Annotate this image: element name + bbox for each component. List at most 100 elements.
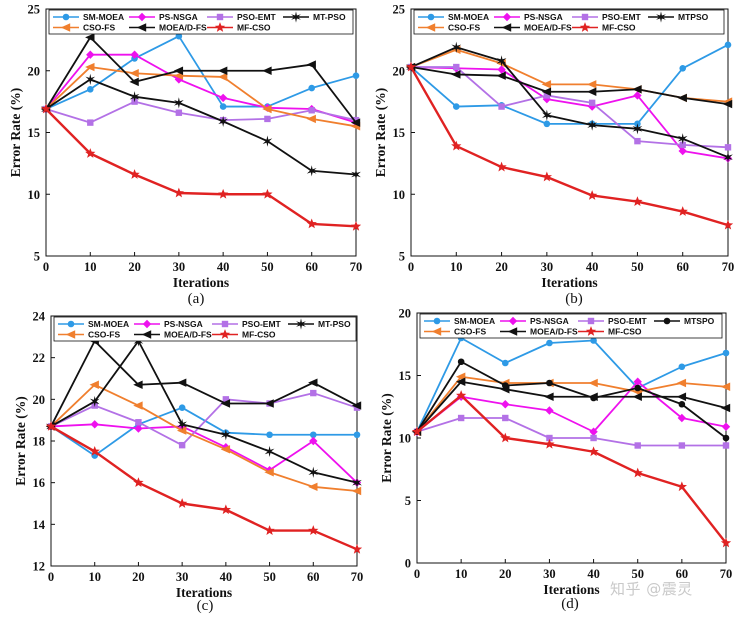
legend-label: PSO-EMT bbox=[608, 316, 648, 326]
y-tick-label: 12 bbox=[33, 560, 46, 574]
legend-entry-cso-fs: CSO-FS bbox=[58, 330, 120, 340]
series-line bbox=[416, 394, 727, 544]
legend-entry-cso-fs: CSO-FS bbox=[53, 23, 115, 33]
series-mf-cso bbox=[40, 103, 362, 231]
legend-swatch-marker bbox=[219, 329, 231, 339]
y-tick-label: 15 bbox=[393, 126, 406, 140]
legend-label: MT-PSO bbox=[313, 12, 346, 22]
data-point bbox=[500, 432, 511, 443]
legend-swatch-marker bbox=[585, 326, 597, 336]
data-point bbox=[178, 441, 186, 449]
legend-label: PS-NSGA bbox=[524, 12, 563, 22]
data-point bbox=[498, 103, 505, 110]
panel-caption: (d) bbox=[561, 596, 579, 612]
data-point bbox=[306, 165, 317, 177]
data-point bbox=[217, 66, 228, 75]
legend-label: MOEA/D-FS bbox=[530, 327, 578, 337]
legend: SM-MOEA PS-NSGA PSO-EMT MTPSO CSO-FS MOEA/D-F… bbox=[413, 9, 725, 35]
data-point bbox=[264, 525, 275, 535]
y-axis-label: Error Rate (%) bbox=[8, 88, 23, 177]
legend-entry-pso-emt: PSO-EMT bbox=[578, 316, 648, 326]
legend: SM-MOEA PS-NSGA PSO-EMT MT-PSO CSO-FS MOEA/D-… bbox=[48, 9, 354, 35]
legend-swatch-marker bbox=[62, 13, 70, 21]
data-point bbox=[310, 389, 317, 397]
series-line bbox=[45, 108, 357, 228]
data-point bbox=[174, 97, 184, 109]
x-tick-label: 0 bbox=[43, 260, 49, 274]
data-point bbox=[589, 427, 598, 436]
x-tick-label: 40 bbox=[586, 260, 599, 274]
data-point bbox=[541, 80, 552, 89]
data-point bbox=[218, 115, 228, 127]
legend-swatch-marker bbox=[431, 327, 442, 336]
legend-box bbox=[419, 313, 723, 339]
x-axis-label: Iterations bbox=[541, 275, 597, 290]
y-tick-label: 20 bbox=[393, 64, 406, 78]
data-point bbox=[173, 66, 184, 75]
data-point bbox=[587, 102, 597, 111]
legend-entry-pso-emt: PSO-EMT bbox=[212, 319, 282, 329]
data-point bbox=[457, 414, 465, 422]
data-point bbox=[588, 378, 598, 388]
legend-box bbox=[413, 9, 725, 35]
data-point bbox=[264, 115, 271, 123]
legend: SM-MOEA PS-NSGA PSO-EMT MT-PSO CSO-FS MOEA/D-… bbox=[53, 316, 357, 342]
y-axis-label: Error Rate (%) bbox=[13, 396, 28, 485]
y-tick-label: 10 bbox=[399, 432, 412, 446]
data-point bbox=[220, 399, 231, 408]
data-point bbox=[453, 63, 460, 71]
data-point bbox=[264, 468, 274, 477]
x-axis-label: Iterations bbox=[543, 582, 599, 597]
data-point bbox=[722, 442, 730, 449]
x-tick-label: 40 bbox=[220, 570, 233, 584]
legend-swatch-marker bbox=[427, 13, 435, 21]
data-point bbox=[86, 85, 94, 93]
data-point bbox=[720, 537, 732, 548]
data-point bbox=[632, 196, 643, 207]
legend-label: MTSPO bbox=[684, 316, 715, 326]
data-point bbox=[501, 400, 510, 409]
y-axis-label: Error Rate (%) bbox=[373, 88, 388, 177]
data-point bbox=[722, 349, 730, 357]
legend-entry-mf-cso: MF-CSO bbox=[207, 22, 271, 33]
x-axis-label: Iterations bbox=[173, 275, 229, 290]
legend-swatch-marker bbox=[433, 317, 441, 325]
data-point bbox=[676, 392, 687, 401]
legend-swatch-marker bbox=[296, 318, 306, 330]
data-point bbox=[134, 424, 143, 433]
x-tick-label: 10 bbox=[455, 567, 468, 581]
legend: SM-MOEA PS-NSGA PSO-EMT MTSPO CSO-FS MOEA/D-F… bbox=[419, 313, 723, 339]
data-point bbox=[133, 401, 143, 410]
legend-label: PS-NSGA bbox=[164, 319, 203, 329]
x-tick-label: 0 bbox=[414, 567, 420, 581]
x-tick-label: 30 bbox=[543, 567, 556, 581]
series-line bbox=[45, 36, 357, 124]
data-point bbox=[451, 70, 461, 79]
data-point bbox=[405, 61, 417, 72]
data-point bbox=[266, 431, 273, 439]
legend-entry-mt-pso: MT-PSO bbox=[283, 11, 346, 23]
data-point bbox=[129, 91, 140, 103]
legend-swatch-marker bbox=[136, 23, 147, 32]
data-point bbox=[351, 168, 361, 181]
data-point bbox=[587, 119, 597, 131]
data-point bbox=[177, 498, 188, 508]
legend-swatch-marker bbox=[507, 327, 518, 336]
data-point bbox=[722, 99, 733, 109]
data-point bbox=[176, 426, 187, 435]
data-point bbox=[218, 93, 228, 103]
data-point bbox=[353, 431, 361, 439]
x-tick-label: 50 bbox=[631, 260, 644, 274]
y-tick-label: 15 bbox=[399, 369, 412, 383]
legend-entry-mtspo: MTSPO bbox=[654, 316, 715, 326]
data-point bbox=[544, 438, 555, 449]
legend-label: SM-MOEA bbox=[88, 319, 129, 329]
data-point bbox=[496, 71, 506, 80]
data-point bbox=[724, 41, 732, 49]
series-ps-nsga bbox=[406, 62, 733, 163]
x-tick-label: 60 bbox=[676, 567, 689, 581]
legend-swatch-marker bbox=[65, 330, 76, 339]
data-point bbox=[173, 187, 184, 198]
data-point bbox=[129, 169, 140, 179]
data-point bbox=[262, 66, 272, 75]
